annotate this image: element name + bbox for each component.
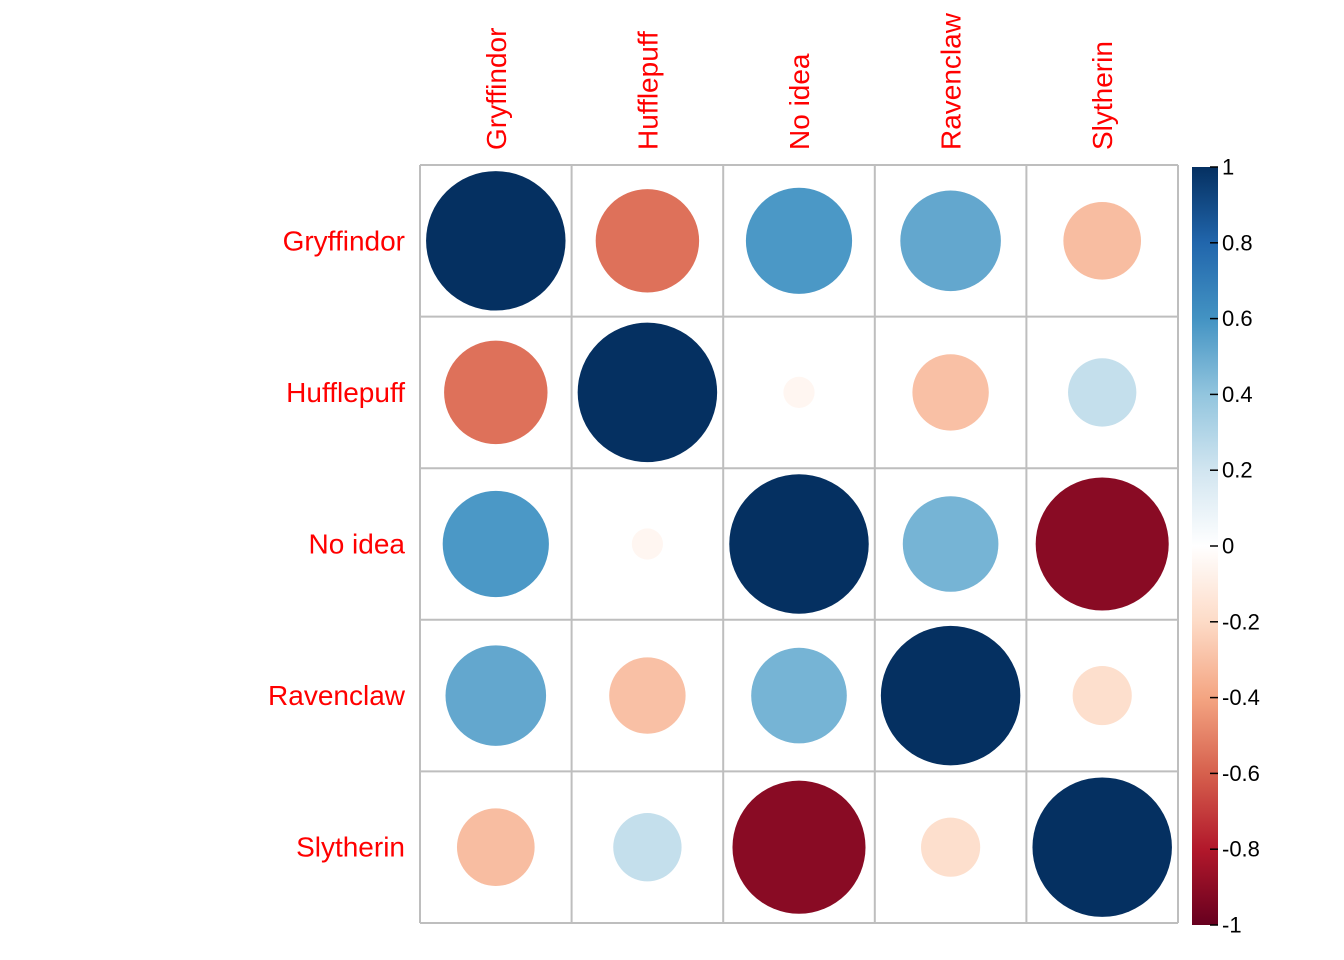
correlation-cells: [426, 171, 1172, 917]
row-label: Gryffindor: [283, 225, 405, 256]
corr-circle-1-4: [1068, 358, 1137, 427]
row-label: Ravenclaw: [268, 680, 406, 711]
colorbar-tick-label: 0.4: [1222, 382, 1253, 407]
corr-circle-4-4: [1032, 777, 1172, 917]
corr-circle-3-3: [880, 625, 1021, 766]
corr-circle-4-0: [456, 808, 535, 887]
colorbar-tick-label: 0.2: [1222, 458, 1253, 483]
corr-circle-1-1: [577, 322, 718, 463]
corr-circle-2-2: [729, 474, 869, 614]
corr-circle-3-2: [751, 647, 847, 744]
colorbar-tick-label: -0.2: [1222, 609, 1260, 634]
colorbar-tick-label: 0.8: [1222, 230, 1253, 255]
row-label: Hufflepuff: [286, 377, 405, 408]
colorbar-tick-label: -0.6: [1222, 761, 1260, 786]
corr-circle-4-3: [921, 817, 981, 877]
corr-circle-1-0: [444, 340, 548, 445]
corr-circle-2-4: [1035, 477, 1169, 611]
row-label: Slytherin: [296, 832, 405, 863]
corr-circle-2-1: [631, 528, 663, 560]
corr-circle-0-1: [595, 189, 700, 293]
corr-circle-1-3: [912, 354, 989, 431]
corr-circle-1-2: [783, 376, 815, 408]
color-legend: 1 0.8 0.6 0.4 0.2 0 -0.2 -0.4 -0.6 -0.8 -1: [1192, 155, 1260, 938]
colorbar-tick-label: 1: [1222, 155, 1234, 180]
corr-circle-3-1: [609, 657, 686, 734]
column-label: No idea: [784, 53, 815, 150]
grid-lines: [419, 164, 1179, 924]
corr-circle-0-2: [745, 187, 853, 294]
colorbar-tick-label: 0: [1222, 534, 1234, 559]
corr-circle-3-4: [1072, 666, 1132, 726]
corr-circle-0-4: [1063, 201, 1142, 280]
corr-circle-4-2: [732, 780, 866, 914]
column-label: Ravenclaw: [936, 12, 967, 150]
corr-circle-4-1: [613, 813, 682, 882]
corr-circle-0-3: [900, 190, 1001, 292]
corr-circle-0-0: [426, 171, 566, 311]
corr-circle-3-0: [445, 645, 547, 746]
colorbar-tick-label: -0.4: [1222, 685, 1260, 710]
column-label: Gryffindor: [481, 28, 512, 150]
colorbar-tick-label: 0.6: [1222, 306, 1253, 331]
corr-circle-2-3: [902, 496, 999, 592]
corr-circle-2-0: [442, 490, 549, 598]
colorbar-tick-label: -1: [1222, 913, 1242, 938]
row-label: No idea: [308, 529, 405, 560]
column-label: Slytherin: [1087, 41, 1118, 150]
column-labels: Gryffindor Hufflepuff No idea Ravenclaw Slyt…: [481, 12, 1118, 150]
row-labels: Gryffindor Hufflepuff No idea Ravenclaw Slyt…: [268, 225, 406, 862]
colorbar-tick-label: -0.8: [1222, 837, 1260, 862]
column-label: Hufflepuff: [632, 31, 663, 150]
